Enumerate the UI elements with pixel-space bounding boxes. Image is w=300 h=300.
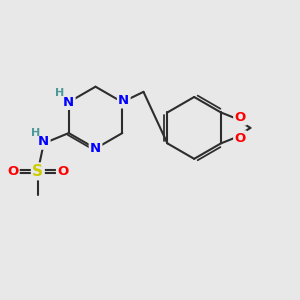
Text: O: O <box>57 165 68 178</box>
Text: S: S <box>32 164 43 179</box>
Text: N: N <box>63 96 74 109</box>
Text: O: O <box>235 132 246 145</box>
Text: N: N <box>90 142 101 155</box>
Text: O: O <box>7 165 18 178</box>
Text: H: H <box>55 88 64 98</box>
Text: O: O <box>235 111 246 124</box>
Text: H: H <box>31 128 40 138</box>
Text: N: N <box>38 135 49 148</box>
Text: N: N <box>118 94 129 107</box>
